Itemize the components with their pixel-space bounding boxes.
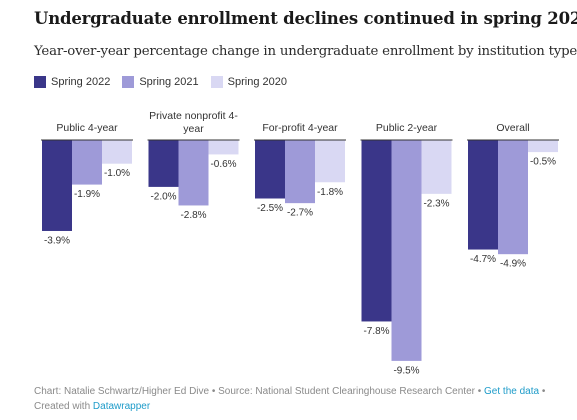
footer-separator: •	[474, 386, 485, 397]
legend: Spring 2022 Spring 2021 Spring 2020	[34, 76, 287, 88]
legend-swatch-spring-2022	[34, 76, 46, 88]
chart-subtitle: Year-over-year percentage change in unde…	[34, 44, 577, 59]
category-label: year	[183, 123, 204, 135]
bar-spring-2021-public-4-year	[72, 140, 102, 185]
bar-spring-2020-public-4-year	[102, 140, 132, 164]
data-label: -2.8%	[180, 210, 206, 221]
data-label: -0.5%	[530, 157, 556, 168]
bar-spring-2022-for-profit-4-year	[255, 140, 285, 199]
data-label: -1.9%	[74, 189, 100, 200]
data-label: -9.5%	[393, 365, 419, 376]
data-label: -0.6%	[210, 159, 236, 170]
bar-spring-2020-overall	[528, 140, 558, 153]
category-label: Public 4-year	[56, 122, 118, 134]
footer-credit: Chart: Natalie Schwartz/Higher Ed Dive	[34, 386, 210, 397]
category-label: Private nonprofit 4-	[149, 110, 238, 122]
footer-source: Source: National Student Clearinghouse R…	[218, 386, 475, 397]
legend-label: Spring 2022	[51, 76, 111, 88]
data-label: -2.3%	[423, 198, 449, 209]
bar-spring-2021-for-profit-4-year	[285, 140, 315, 204]
bar-spring-2021-private-nonprofit-4-year	[178, 140, 209, 206]
legend-swatch-spring-2020	[210, 76, 223, 88]
legend-item-spring-2020: Spring 2020	[210, 76, 287, 88]
bar-group-private-nonprofit-4-year: Private nonprofit 4-year -2.0% -2.8% -0.6%	[147, 110, 240, 221]
bar-chart: Public 4-year -3.9% -1.9% -1.0% Private nonp…	[41, 110, 559, 376]
data-label: -2.0%	[150, 191, 176, 202]
bar-group-public-4-year: Public 4-year -3.9% -1.9% -1.0%	[41, 122, 133, 246]
data-label: -1.8%	[317, 187, 343, 198]
legend-item-spring-2021: Spring 2021	[122, 76, 199, 88]
data-label: -2.5%	[257, 203, 283, 214]
chart-footer: Chart: Natalie Schwartz/Higher Ed Dive •…	[34, 384, 564, 414]
bar-spring-2020-for-profit-4-year	[315, 140, 345, 183]
legend-label: Spring 2021	[139, 76, 199, 88]
bar-spring-2022-public-2-year	[361, 140, 392, 322]
bar-spring-2020-public-2-year	[421, 140, 452, 194]
bar-spring-2022-private-nonprofit-4-year	[148, 140, 179, 187]
bar-spring-2022-public-4-year	[42, 140, 72, 231]
category-label: Public 2-year	[376, 122, 438, 134]
get-the-data-link[interactable]: Get the data	[484, 386, 540, 397]
footer-separator: •	[209, 386, 219, 397]
legend-swatch-spring-2021	[122, 76, 135, 88]
bar-spring-2022-overall	[468, 140, 498, 250]
bar-spring-2021-overall	[498, 140, 528, 255]
legend-label: Spring 2020	[227, 76, 287, 88]
bar-group-for-profit-4-year: For-profit 4-year -2.5% -2.7% -1.8%	[254, 122, 346, 219]
bar-group-public-2-year: Public 2-year -7.8% -9.5% -2.3%	[360, 122, 453, 376]
footer-created-with: Created with	[34, 401, 93, 412]
footer-separator: •	[539, 386, 546, 397]
data-label: -4.7%	[470, 254, 496, 265]
bar-spring-2021-public-2-year	[391, 140, 422, 361]
datawrapper-link[interactable]: Datawrapper	[92, 401, 151, 412]
data-label: -7.8%	[363, 326, 389, 337]
data-label: -4.9%	[500, 259, 526, 270]
bar-group-overall: Overall -4.7% -4.9% -0.5%	[467, 122, 559, 270]
category-label: For-profit 4-year	[262, 122, 338, 134]
data-label: -3.9%	[44, 235, 70, 246]
chart-title: Undergraduate enrollment declines contin…	[34, 9, 577, 28]
legend-item-spring-2022: Spring 2022	[34, 76, 110, 88]
data-label: -1.0%	[104, 168, 130, 179]
category-label: Overall	[496, 122, 529, 134]
bar-spring-2020-private-nonprofit-4-year	[208, 140, 239, 155]
data-label: -2.7%	[287, 208, 313, 219]
